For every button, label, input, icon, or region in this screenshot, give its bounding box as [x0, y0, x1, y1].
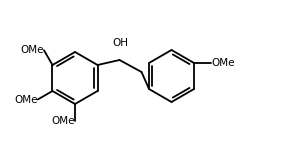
Text: OMe: OMe: [52, 116, 75, 126]
Text: OMe: OMe: [14, 94, 38, 105]
Text: OMe: OMe: [20, 45, 44, 55]
Text: OH: OH: [113, 38, 128, 48]
Text: OMe: OMe: [211, 58, 234, 68]
